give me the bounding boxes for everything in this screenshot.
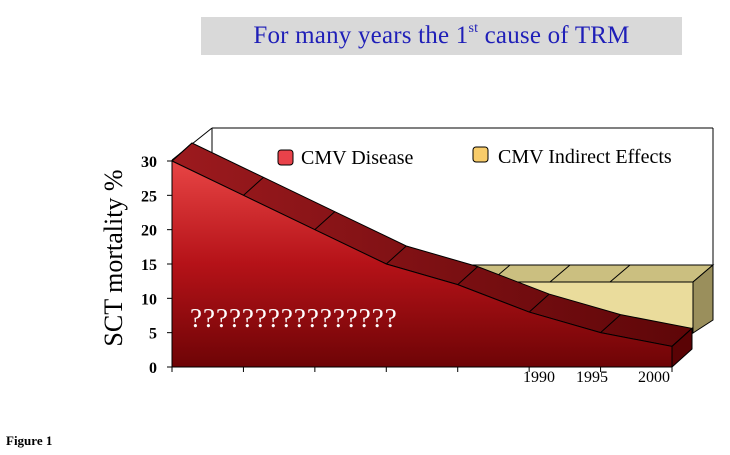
- y-axis-title: SCT mortality %: [99, 169, 128, 346]
- legend-label-cmv-disease: CMV Disease: [301, 147, 414, 169]
- slide-title: For many years the 1st cause of TRM: [253, 20, 630, 50]
- indirect-rib: [549, 264, 571, 283]
- disease-rib: [671, 328, 693, 347]
- disease-rib: [243, 176, 264, 196]
- slide-title-main: For many years the 1: [253, 22, 469, 49]
- legend-swatch-cmv-indirect-effects: [472, 146, 489, 163]
- indirect-side-face: [692, 263, 714, 334]
- y-tick-label: 15: [141, 257, 157, 274]
- disease-rib: [385, 245, 407, 265]
- slide-title-superscript: st: [468, 20, 479, 36]
- y-tick-label: 10: [141, 291, 157, 308]
- x-tick-label: 1990: [523, 369, 555, 386]
- x-tick-label: 1995: [576, 369, 608, 386]
- y-tick-label: 5: [149, 326, 157, 343]
- disease-rib: [528, 293, 550, 313]
- y-tick-label: 0: [149, 360, 157, 377]
- question-marks-annotation: ????????????????: [190, 303, 398, 333]
- x-axis: 1990 1995 2000: [171, 366, 673, 386]
- y-tick-label: 30: [141, 154, 157, 171]
- legend: CMV Disease CMV Indirect Effects: [277, 146, 672, 169]
- legend-swatch-cmv-disease: [277, 149, 294, 166]
- slide-title-tail: cause of TRM: [478, 22, 630, 49]
- indirect-rib: [609, 264, 631, 283]
- disease-rib: [314, 211, 336, 231]
- disease-rib: [600, 314, 621, 334]
- y-axis: 0 5 10 15 20 25 30: [141, 154, 173, 377]
- x-tick-label: 2000: [638, 369, 670, 386]
- y-tick-label: 25: [141, 188, 157, 205]
- disease-rib: [171, 142, 193, 162]
- cmv-disease-series: [171, 142, 694, 369]
- legend-label-cmv-indirect-effects: CMV Indirect Effects: [498, 146, 672, 168]
- slide-title-banner: For many years the 1st cause of TRM: [201, 17, 682, 55]
- disease-rib: [457, 266, 479, 285]
- y-tick-label: 20: [141, 223, 157, 240]
- figure-caption: Figure 1: [6, 433, 53, 448]
